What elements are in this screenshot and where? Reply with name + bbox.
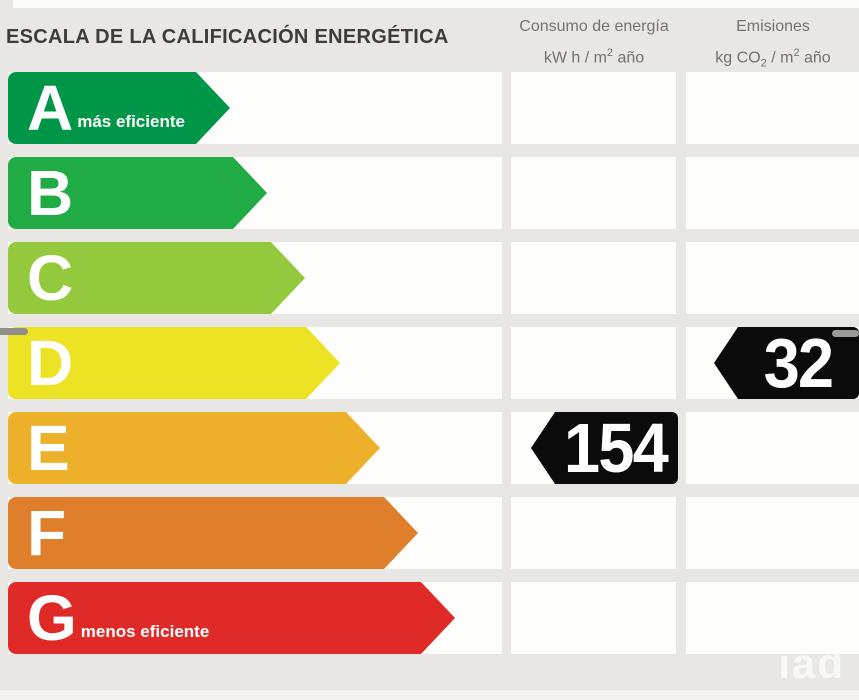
bottom-edge-strip <box>0 690 859 700</box>
top-edge-strip <box>13 0 859 8</box>
consumo-value-marker: 154 <box>531 412 678 484</box>
unit-superscript: 2 <box>606 47 614 59</box>
consumo-cell-c <box>511 242 676 314</box>
unit-text: kW h / m <box>543 49 607 67</box>
rating-bar-b: B <box>8 157 267 229</box>
emisiones-cell-f <box>686 497 859 569</box>
column-header-emissions: Emisiones kg CO2 / m2 año <box>683 13 859 78</box>
consumo-cell-d <box>511 327 676 399</box>
rating-letter-b: B <box>27 157 73 229</box>
rating-letter-e: E <box>27 412 69 484</box>
rating-row-d: D 32 <box>0 327 859 399</box>
emisiones-cell-e <box>686 412 859 484</box>
page-title: ESCALA DE LA CALIFICACIÓN ENERGÉTICA <box>6 26 449 48</box>
consumo-cell-a <box>511 72 676 144</box>
bar-cell-b: B <box>8 157 502 229</box>
rating-letter-a: A <box>27 72 73 144</box>
rating-letter-g: G <box>27 582 76 654</box>
rating-bar-e: E <box>8 412 380 484</box>
emisiones-cell-g <box>686 582 859 654</box>
consumo-value-text: 154 <box>563 409 669 487</box>
unit-text: kg CO <box>715 49 761 67</box>
rating-row-b: B <box>0 157 859 229</box>
bar-cell-c: C <box>8 242 502 314</box>
emisiones-cell-c <box>686 242 859 314</box>
emisiones-cell-b <box>686 157 859 229</box>
rating-label-a: más eficiente <box>77 112 185 131</box>
consumo-cell-e: 154 <box>511 412 678 484</box>
rating-bar-d: D <box>8 327 340 399</box>
bar-cell-f: F <box>8 497 502 569</box>
bar-cell-e: E <box>8 412 502 484</box>
consumo-cell-b <box>511 157 676 229</box>
left-edge-dash <box>0 328 28 335</box>
consumption-header-label: Consumo de energía <box>519 18 669 35</box>
unit-text: año <box>613 49 645 67</box>
rating-letter-f: F <box>27 497 66 569</box>
column-header-consumption: Consumo de energía kW h / m2 año <box>499 13 689 71</box>
iad-watermark: iad <box>778 640 845 687</box>
unit-subscript: 2 <box>760 57 767 70</box>
rating-letter-d: D <box>27 327 73 399</box>
emisiones-cell-a <box>686 72 859 144</box>
unit-superscript: 2 <box>793 47 800 59</box>
rating-bar-f: F <box>8 497 418 569</box>
emisiones-value-text: 32 <box>763 324 834 402</box>
consumption-header-unit: kW h / m2 año <box>499 40 689 71</box>
rating-row-e: E 154 <box>0 412 859 484</box>
consumo-cell-g <box>511 582 676 654</box>
emisiones-cell-d: 32 <box>686 327 859 399</box>
rating-row-f: F <box>0 497 859 569</box>
consumo-cell-f <box>511 497 676 569</box>
rating-label-g: menos eficiente <box>80 622 210 641</box>
emisiones-value-marker: 32 <box>714 327 859 399</box>
right-edge-dash <box>832 330 859 337</box>
rating-bar-c: C <box>8 242 305 314</box>
rating-letter-c: C <box>27 242 73 314</box>
unit-text: / m <box>766 49 794 67</box>
unit-text: año <box>799 49 831 67</box>
rating-row-c: C <box>0 242 859 314</box>
emissions-header-unit: kg CO2 / m2 año <box>683 40 859 78</box>
emissions-header-label: Emisiones <box>736 18 810 35</box>
bar-cell-d: D <box>8 327 502 399</box>
